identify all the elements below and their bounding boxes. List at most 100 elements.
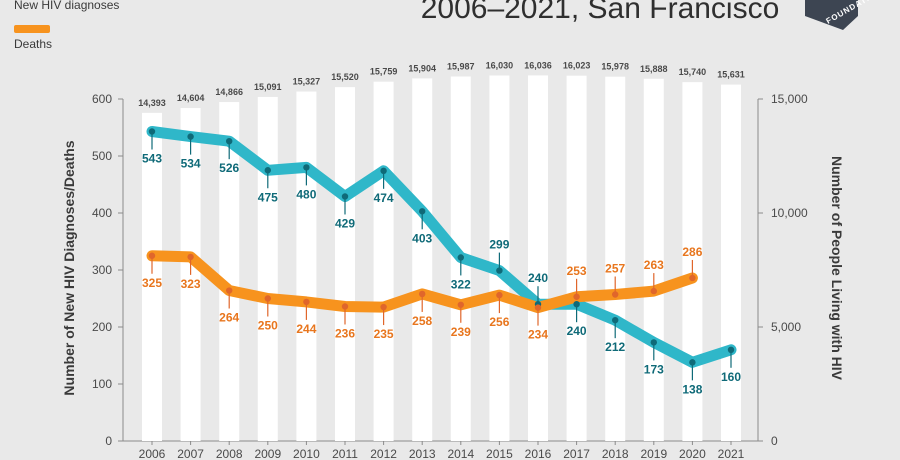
marker-diagnoses	[612, 316, 619, 324]
bar-value-label: 15,091	[254, 82, 282, 92]
marker-diagnoses	[187, 133, 194, 140]
data-label-diagnoses: 526	[219, 161, 239, 175]
data-label-diagnoses: 543	[142, 151, 162, 165]
bar-value-label: 14,866	[215, 87, 243, 97]
x-tick-label: 2006	[139, 447, 166, 460]
marker-deaths	[187, 253, 194, 261]
bar-value-label: 14,604	[177, 93, 205, 103]
legend: New HIV diagnoses Deaths	[14, 0, 119, 51]
right-tick-label: 5,000	[771, 320, 801, 334]
marker-deaths	[341, 303, 349, 310]
data-label-diagnoses: 474	[374, 191, 394, 205]
x-tick-label: 2012	[370, 447, 397, 460]
marker-diagnoses	[380, 167, 387, 175]
bar-value-label: 16,036	[524, 60, 552, 70]
line-diagnoses	[146, 126, 737, 368]
x-tick-label: 2010	[293, 447, 320, 460]
marker-diagnoses	[689, 359, 696, 366]
marker-diagnoses	[264, 167, 271, 174]
data-label-deaths: 264	[219, 311, 239, 325]
right-tick-label: 0	[771, 434, 778, 448]
marker-diagnoses	[727, 346, 735, 353]
data-label-diagnoses: 322	[451, 277, 471, 291]
marker-diagnoses	[650, 339, 657, 346]
marker-deaths	[689, 274, 696, 282]
data-label-deaths: 263	[644, 258, 664, 272]
legend-label-diagnoses: New HIV diagnoses	[14, 0, 119, 12]
bar-value-label: 15,987	[447, 61, 475, 71]
x-tick-label: 2020	[679, 447, 706, 460]
marker-deaths	[148, 252, 156, 259]
bar-people-living	[721, 84, 741, 442]
x-tick-label: 2009	[254, 447, 281, 460]
x-tick-label: 2017	[563, 447, 590, 460]
marker-diagnoses	[148, 128, 156, 135]
bar-value-label: 15,520	[331, 72, 359, 82]
data-label-deaths: 258	[412, 314, 432, 328]
x-tick-label: 2018	[602, 447, 629, 460]
marker-deaths	[226, 287, 233, 294]
bar-people-living	[257, 96, 278, 441]
data-label-diagnoses: 475	[258, 190, 278, 204]
data-label-diagnoses: 480	[296, 187, 316, 201]
bar-people-living	[566, 75, 587, 441]
x-tick-label: 2021	[718, 447, 745, 460]
bar-people-living	[142, 112, 162, 441]
foundation-logo: FOUNDATI	[805, 0, 871, 30]
left-tick-label: 200	[92, 320, 112, 334]
marker-diagnoses	[226, 137, 233, 145]
bar-value-label: 16,030	[486, 61, 514, 71]
left-tick-label: 0	[105, 434, 112, 448]
right-tick-label: 10,000	[771, 206, 808, 220]
data-label-diagnoses: 240	[567, 324, 587, 338]
left-tick-label: 100	[92, 377, 112, 391]
data-label-deaths: 236	[335, 326, 355, 340]
bar-people-living	[296, 91, 317, 441]
data-label-deaths: 257	[605, 262, 625, 276]
data-label-diagnoses: 299	[489, 238, 509, 252]
data-label-diagnoses: 160	[721, 370, 741, 384]
data-label-deaths: 286	[682, 245, 702, 259]
x-tick-label: 2019	[640, 447, 667, 460]
marker-deaths	[496, 291, 503, 299]
marker-deaths	[612, 291, 619, 298]
marker-deaths	[457, 301, 464, 308]
x-tick-label: 2011	[332, 447, 358, 460]
data-label-diagnoses: 173	[644, 362, 664, 376]
right-axis-title: Number of People Living with HIV	[829, 156, 845, 381]
marker-diagnoses	[457, 254, 464, 261]
marker-diagnoses	[341, 193, 349, 200]
data-label-diagnoses: 240	[528, 271, 548, 285]
right-tick-label: 15,000	[771, 92, 808, 106]
data-label-diagnoses: 429	[335, 216, 355, 230]
left-tick-label: 500	[92, 149, 112, 163]
bar-value-label: 16,023	[563, 61, 591, 71]
marker-deaths	[264, 295, 271, 302]
bar-people-living	[373, 81, 394, 442]
data-label-deaths: 250	[258, 319, 278, 333]
marker-diagnoses	[573, 301, 580, 308]
x-tick-label: 2014	[447, 447, 474, 460]
data-label-deaths: 256	[489, 315, 509, 329]
data-label-deaths: 325	[142, 276, 162, 290]
data-label-diagnoses: 212	[605, 340, 625, 354]
left-tick-label: 600	[92, 92, 112, 106]
x-tick-label: 2013	[409, 447, 436, 460]
data-label-deaths: 234	[528, 328, 548, 342]
bar-value-label: 15,888	[640, 64, 668, 74]
left-tick-label: 300	[92, 263, 112, 277]
bar-people-living	[219, 102, 240, 441]
bar-value-label: 14,393	[138, 98, 166, 108]
bar-value-label: 15,327	[293, 77, 321, 87]
bar-value-label: 15,759	[370, 67, 398, 77]
bar-value-label: 15,904	[408, 63, 436, 73]
data-label-deaths: 235	[374, 327, 394, 341]
marker-deaths	[534, 304, 542, 311]
plot-area: 0 100 200 300 400 500 600 0 5,000 10,000 15,000 14,…	[92, 60, 808, 460]
data-label-deaths: 253	[567, 264, 587, 278]
bar-value-label: 15,978	[601, 62, 629, 72]
marker-diagnoses	[419, 208, 426, 215]
marker-deaths	[303, 298, 310, 306]
marker-diagnoses	[496, 267, 503, 274]
